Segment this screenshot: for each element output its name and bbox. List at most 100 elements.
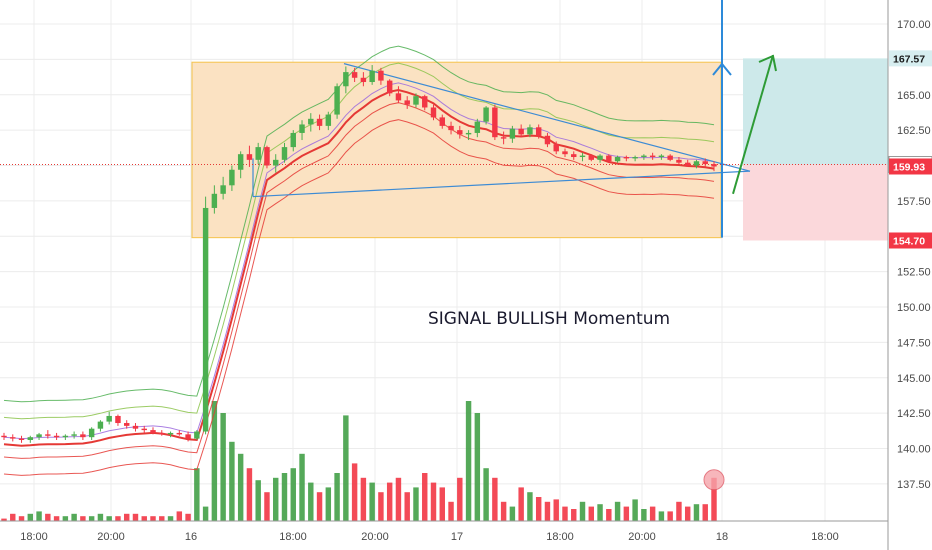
target-zone: [743, 58, 888, 165]
trendline-upper: [343, 63, 751, 172]
volume-bars: [1, 401, 725, 521]
envelope-bands: [3, 45, 715, 476]
candle-body: [465, 132, 472, 135]
candle-body: [343, 72, 349, 87]
volume-bar: [641, 509, 647, 521]
green-arrowhead: [758, 54, 777, 72]
candle-body: [211, 193, 218, 208]
candle-body: [290, 132, 296, 148]
price-tag: [889, 158, 932, 175]
volume-bar: [237, 453, 244, 521]
volume-bar: [202, 506, 209, 521]
x-tick-label: 18: [716, 531, 728, 543]
candle-body: [413, 96, 419, 105]
candle-body: [457, 130, 463, 135]
volume-highlight-circle: [703, 469, 725, 491]
volume-bar: [588, 506, 595, 521]
candle-body: [422, 96, 428, 108]
candle-body: [351, 72, 358, 78]
candle-body: [588, 155, 595, 160]
candle-body: [623, 157, 630, 159]
candle-body: [264, 147, 270, 166]
candle-body: [614, 157, 621, 162]
candle-body: [676, 159, 682, 163]
stop-zone: [743, 164, 888, 241]
volume-bar: [255, 480, 261, 521]
volume-bar: [597, 504, 603, 521]
candle-body: [492, 107, 498, 138]
candle-body: [176, 432, 183, 435]
candle-body: [693, 161, 700, 166]
candle-body: [325, 114, 332, 126]
volume-bar: [492, 477, 498, 521]
envelope-line: [3, 45, 715, 403]
candle-body: [316, 118, 323, 126]
x-tick-label: 18:00: [20, 531, 48, 543]
volume-bar: [702, 504, 708, 521]
volume-bar: [211, 401, 218, 521]
envelope-line: [3, 119, 715, 476]
moving-average-line: [3, 88, 715, 447]
candle-body: [360, 77, 367, 83]
volume-bar: [395, 477, 402, 521]
x-tick-label: 18:00: [811, 531, 839, 543]
volume-bar: [527, 492, 533, 521]
y-tick-label: 137.50: [897, 479, 931, 491]
candle-body: [483, 107, 489, 122]
volume-bar: [45, 513, 51, 521]
grid: [0, 0, 888, 521]
volume-bar: [448, 501, 454, 521]
volume-bar: [474, 413, 481, 521]
trendline-lower: [252, 170, 751, 198]
volume-bar: [246, 468, 253, 521]
x-tick-label: 20:00: [97, 531, 125, 543]
candle-body: [10, 437, 16, 439]
volume-bar: [483, 468, 489, 521]
y-tick-label: 157.50: [897, 196, 931, 208]
envelope-line: [3, 82, 715, 440]
volume-bar: [571, 509, 577, 521]
volume-bar: [176, 511, 183, 521]
candle-body: [159, 432, 165, 435]
candle-body: [220, 185, 226, 194]
candle-body: [509, 128, 516, 139]
candle-body: [106, 415, 112, 422]
volume-bar: [36, 511, 42, 521]
candle-body: [448, 125, 454, 131]
candle-body: [579, 155, 586, 158]
candle-body: [80, 434, 86, 438]
volume-bar: [334, 473, 340, 521]
candle-body: [667, 155, 673, 160]
volume-bar: [535, 497, 542, 521]
candle-body: [500, 137, 507, 139]
candle-body: [150, 430, 156, 433]
volume-bar: [457, 477, 463, 521]
volume-bar: [378, 492, 384, 521]
candle-body: [185, 434, 191, 439]
volume-bar: [553, 499, 559, 521]
volume-bar: [62, 516, 69, 521]
volume-bar: [150, 516, 156, 521]
volume-bar: [343, 415, 349, 521]
volume-bar: [632, 499, 638, 521]
candle-body: [527, 127, 533, 135]
volume-bar: [27, 513, 34, 521]
candle-body: [246, 154, 253, 160]
candle-body: [115, 415, 121, 424]
volume-bar: [518, 487, 524, 521]
candle-body: [562, 151, 568, 155]
candle-body: [255, 147, 261, 160]
candle-body: [378, 70, 384, 81]
candle-body: [237, 154, 244, 170]
candle-body: [571, 154, 577, 158]
volume-bar: [159, 516, 165, 521]
candle-body: [123, 423, 130, 426]
volume-bar: [614, 501, 621, 521]
candle-body: [430, 107, 437, 118]
candle-body: [369, 70, 375, 83]
candle-body: [1, 435, 7, 438]
volume-bar: [299, 453, 305, 521]
y-tick-label: 142.50: [897, 408, 931, 420]
